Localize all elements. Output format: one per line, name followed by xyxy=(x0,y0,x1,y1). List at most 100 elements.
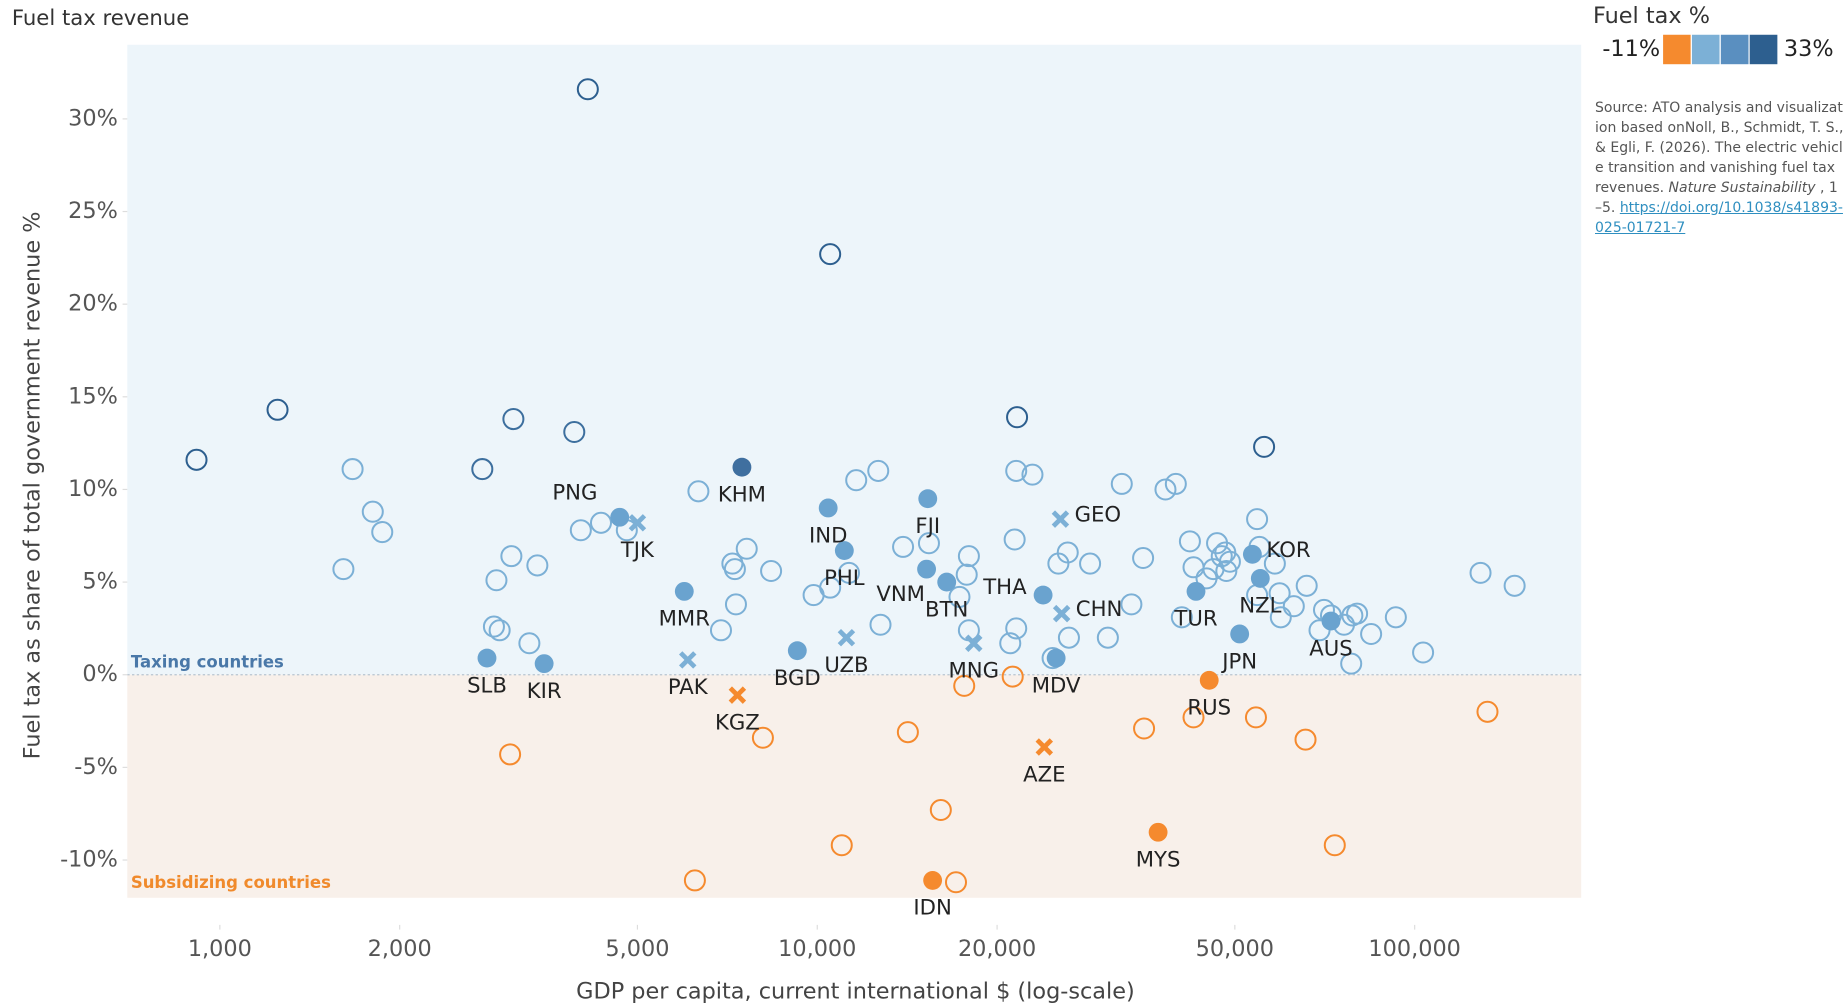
point-label: CHN xyxy=(1076,596,1123,621)
point-marker xyxy=(576,78,599,101)
scatter-point xyxy=(867,459,890,482)
point-marker xyxy=(332,558,355,581)
scatter-point xyxy=(834,541,854,561)
source-link[interactable]: https://doi.org/10.1038/s41893-025-01721… xyxy=(1595,200,1843,236)
point-label: IND xyxy=(809,522,847,547)
point-marker xyxy=(929,798,952,822)
point-marker xyxy=(1263,552,1286,575)
y-tick-label: 30% xyxy=(68,105,118,131)
point-marker xyxy=(518,632,541,655)
x-tick-label: 5,000 xyxy=(605,936,669,962)
scatter-point xyxy=(371,521,394,544)
scatter-point xyxy=(1035,738,1054,756)
point-marker xyxy=(683,869,706,892)
point-marker xyxy=(1186,581,1206,601)
point-marker xyxy=(1269,606,1292,629)
point-marker xyxy=(1132,546,1155,570)
scatter-point xyxy=(787,641,807,661)
scatter-point xyxy=(526,554,549,577)
point-marker xyxy=(1340,652,1363,675)
point-label: BGD xyxy=(774,665,821,690)
point-label: MMR xyxy=(659,606,711,631)
scatter-point xyxy=(1476,700,1499,723)
y-tick-label: 10% xyxy=(68,476,118,502)
point-marker xyxy=(944,871,968,894)
point-marker xyxy=(185,448,208,471)
point-marker xyxy=(837,628,856,647)
point-marker xyxy=(477,648,497,668)
point-marker xyxy=(1021,463,1044,486)
legend-swatch xyxy=(1748,33,1779,66)
point-marker xyxy=(1005,459,1028,482)
point-marker xyxy=(1282,595,1305,618)
scatter-point xyxy=(819,576,842,599)
scatter-point xyxy=(1253,435,1276,458)
scatter-point xyxy=(999,632,1022,655)
scatter-point xyxy=(576,78,599,101)
scatter-point xyxy=(534,654,554,674)
scatter-point xyxy=(683,869,706,892)
scatter-point xyxy=(917,532,940,555)
point-marker xyxy=(965,634,983,652)
point-marker xyxy=(1384,606,1407,629)
scatter-point xyxy=(1250,568,1270,588)
scatter-point xyxy=(1269,606,1292,629)
point-marker xyxy=(787,641,807,661)
point-marker xyxy=(709,619,733,642)
point-marker xyxy=(1215,559,1238,583)
scatter-point xyxy=(1148,822,1168,842)
scatter-point xyxy=(1263,552,1286,575)
point-label: MNG xyxy=(948,658,999,683)
point-label: AUS xyxy=(1309,635,1352,660)
annotation: Subsidizing countries xyxy=(131,873,331,892)
scatter-point xyxy=(869,613,892,636)
scatter-point xyxy=(1218,550,1241,573)
scatter-point xyxy=(502,408,525,431)
source-text: Source: ATO analysis and visualization b… xyxy=(1595,100,1844,196)
scatter-point xyxy=(500,545,523,568)
scatter-point xyxy=(628,514,647,532)
scatter-point xyxy=(1133,717,1156,740)
scatter-point xyxy=(1046,648,1066,668)
scatter-point xyxy=(485,569,508,592)
scatter-point xyxy=(1178,530,1201,553)
scatter-point xyxy=(1021,463,1044,486)
x-tick-label: 100,000 xyxy=(1368,936,1461,962)
point-label: KIR xyxy=(527,678,562,703)
scatter-point xyxy=(1294,728,1317,751)
subsidizing-region xyxy=(127,674,1582,898)
scatter-point xyxy=(1033,585,1053,605)
point-marker xyxy=(1321,611,1341,631)
point-label: JPN xyxy=(1220,648,1257,673)
scatter-point xyxy=(1215,559,1238,583)
point-label: SLB xyxy=(467,672,507,697)
point-marker xyxy=(834,541,854,561)
scatter-point xyxy=(589,511,613,534)
point-label: PHL xyxy=(824,565,865,590)
scatter-point xyxy=(266,398,289,421)
y-tick-label: 25% xyxy=(68,198,118,224)
point-marker xyxy=(1503,574,1526,597)
point-marker xyxy=(1295,574,1318,597)
point-label: FJI xyxy=(915,513,940,538)
legend-swatch xyxy=(1690,33,1721,66)
point-marker xyxy=(371,521,394,544)
point-marker xyxy=(563,421,586,444)
scatter-point xyxy=(845,469,868,492)
point-marker xyxy=(485,569,508,592)
point-marker xyxy=(1052,604,1071,623)
scatter-point xyxy=(563,421,586,444)
point-marker xyxy=(500,545,523,568)
point-marker xyxy=(1199,670,1219,690)
scatter-point xyxy=(1268,582,1291,605)
scatter-point xyxy=(937,572,957,592)
point-label: UZB xyxy=(824,652,868,677)
scatter-point xyxy=(1295,574,1318,597)
scatter-point xyxy=(819,243,842,266)
taxing-region xyxy=(127,44,1582,675)
scatter-point xyxy=(955,563,978,586)
scatter-point xyxy=(724,593,747,616)
point-label: GEO xyxy=(1075,502,1121,527)
scatter-point xyxy=(896,721,919,744)
point-label: THA xyxy=(982,574,1027,599)
